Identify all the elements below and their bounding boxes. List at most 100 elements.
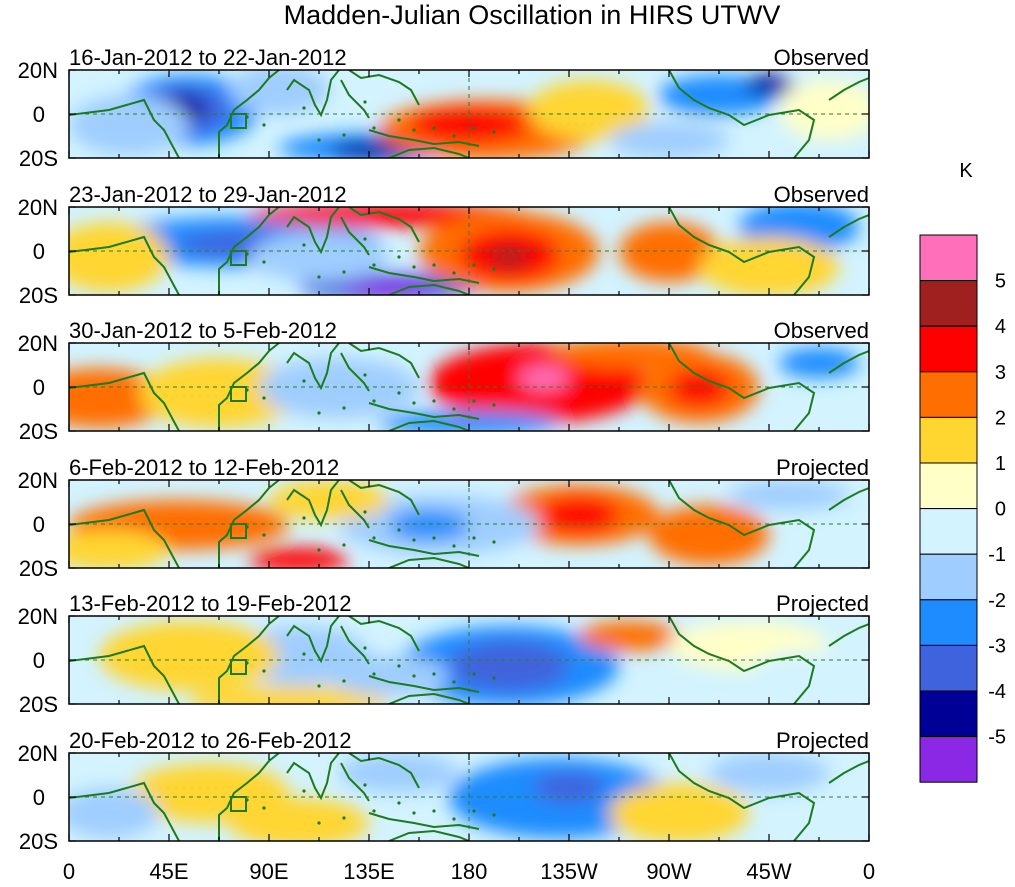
coastline: [286, 343, 340, 391]
island: [342, 679, 346, 683]
coastline: [69, 644, 180, 704]
map-panel: 23-Jan-2012 to 29-Jan-2012 Observed: [68, 182, 870, 296]
coastline: [668, 480, 816, 568]
anomaly-contour: [779, 80, 869, 140]
colorbar-label: 1: [995, 453, 1006, 475]
colorbar-label: -1: [988, 544, 1006, 566]
longitude-label: 45E: [149, 859, 188, 884]
island: [432, 536, 436, 540]
coastline: [69, 98, 180, 158]
island: [412, 128, 416, 132]
island: [397, 391, 401, 395]
anomaly-contour: [529, 80, 649, 140]
coastline: [348, 343, 420, 379]
anomaly-contour: [409, 107, 529, 143]
latitude-label: 20N: [18, 468, 58, 493]
panel-date-range: 30-Jan-2012 to 5-Feb-2012: [69, 318, 337, 343]
latitude-label: 20N: [18, 58, 58, 83]
island: [397, 528, 401, 532]
colorbar-label: 5: [995, 271, 1006, 293]
latitude-label: 20S: [19, 556, 58, 581]
longitude-label: 180: [451, 859, 488, 884]
colorbar-label: -4: [988, 681, 1006, 703]
island: [452, 134, 456, 138]
island: [262, 669, 266, 673]
coastlines: [69, 207, 869, 295]
island: [245, 252, 249, 256]
island: [262, 396, 266, 400]
island: [472, 809, 476, 813]
island: [492, 403, 496, 407]
anomaly-contour: [579, 621, 679, 651]
island: [342, 816, 346, 820]
longitude-label: 90E: [249, 859, 288, 884]
island: [492, 676, 496, 680]
longitude-label: 0: [63, 859, 75, 884]
island: [317, 275, 321, 279]
latitude-label: 20N: [18, 604, 58, 629]
latitude-label: 20N: [18, 741, 58, 766]
colorbar-unit: K: [959, 160, 973, 182]
island: [452, 680, 456, 684]
island: [262, 533, 266, 537]
island: [472, 126, 476, 130]
island: [245, 661, 249, 665]
island: [452, 544, 456, 548]
panel-date-range: 16-Jan-2012 to 22-Jan-2012: [69, 45, 347, 70]
coastline: [368, 266, 480, 284]
colorbar-swatch: [919, 508, 978, 555]
coastline: [828, 350, 869, 374]
latitude-label: 20N: [18, 195, 58, 220]
island: [372, 126, 376, 130]
island: [372, 399, 376, 403]
anomaly-contour: [139, 358, 299, 428]
island: [412, 401, 416, 405]
coastline: [368, 539, 480, 557]
island: [472, 399, 476, 403]
colorbar-swatch: [919, 462, 978, 510]
colorbar-label: 0: [995, 499, 1006, 521]
latitude-label: 0: [33, 375, 45, 400]
island: [412, 674, 416, 678]
coastline: [668, 616, 816, 704]
island: [452, 407, 456, 411]
anomaly-contour: [69, 222, 169, 292]
coastline: [668, 207, 816, 295]
island: [262, 260, 266, 264]
anomaly-contour: [609, 122, 729, 158]
anomaly-contour: [69, 788, 159, 838]
island: [262, 123, 266, 127]
island: [492, 540, 496, 544]
anomaly-contour: [749, 651, 869, 701]
coastline: [368, 675, 480, 693]
island: [302, 379, 306, 383]
colorbar-swatch: [919, 325, 978, 373]
anomaly-contour: [779, 348, 859, 378]
panel-status: Observed: [774, 318, 869, 343]
island: [363, 373, 367, 377]
coastline: [286, 480, 340, 528]
island: [317, 821, 321, 825]
longitude-axis: 0 45E 90E 135E 180 135W 90W 45W 0: [63, 859, 875, 884]
anomaly-field: [99, 621, 869, 704]
map-panel: 16-Jan-2012 to 22-Jan-2012 Observed: [68, 45, 870, 159]
anomaly-contour: [99, 621, 279, 691]
anomaly-contour: [249, 548, 349, 568]
island: [363, 100, 367, 104]
island: [432, 672, 436, 676]
coastline: [388, 283, 470, 295]
coastline: [286, 753, 340, 801]
panel-date-range: 20-Feb-2012 to 26-Feb-2012: [69, 728, 352, 753]
map-panel: 20-Feb-2012 to 26-Feb-2012 Projected: [68, 728, 870, 842]
island: [412, 811, 416, 815]
coastline: [368, 129, 480, 147]
map-panels: 16-Jan-2012 to 22-Jan-2012 Observed23-Jan…: [68, 45, 870, 842]
island: [492, 813, 496, 817]
coastlines: [69, 616, 869, 704]
island: [245, 525, 249, 529]
colorbar-label: 4: [995, 316, 1006, 338]
island: [302, 243, 306, 247]
island: [412, 538, 416, 542]
island: [302, 789, 306, 793]
colorbar-swatch: [919, 371, 978, 418]
